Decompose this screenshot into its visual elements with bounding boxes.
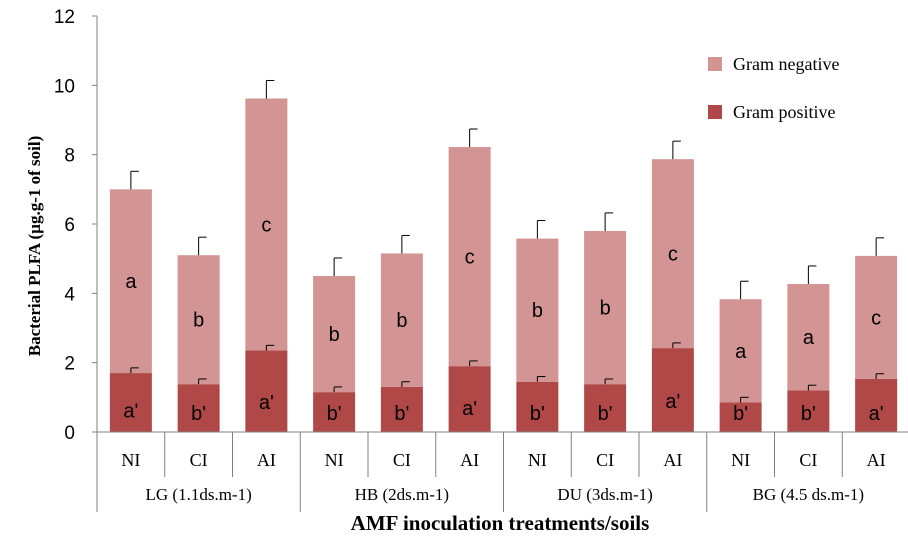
x-category-label: AI — [867, 450, 886, 470]
legend-label: Gram negative — [733, 54, 839, 74]
bar-gram-negative — [109, 189, 152, 374]
bar-gram-positive — [651, 348, 694, 432]
label-gram-negative: b — [396, 310, 407, 332]
bar-gram-positive — [787, 390, 830, 432]
x-category-label: CI — [393, 450, 411, 470]
legend-label: Gram positive — [733, 102, 835, 122]
label-gram-positive: a' — [123, 401, 138, 423]
y-axis-label: Bacterial PLFA (µg.g-1 of soil) — [25, 136, 44, 357]
bar-gram-negative — [380, 253, 423, 387]
bar-gram-positive — [855, 378, 898, 432]
bar-gram-positive — [109, 373, 152, 432]
x-axis-categories: NI CI AI NI CI AI NI CI AI NI CI AI LG (1.1ds.m-1) HB… — [96, 431, 908, 512]
bar-gram-negative — [651, 159, 694, 349]
label-gram-positive: a' — [259, 392, 274, 414]
y-tick-label: 6 — [64, 215, 75, 236]
x-category-label: NI — [121, 450, 140, 470]
x-category-label: AI — [460, 450, 479, 470]
bar-gram-negative — [245, 98, 288, 351]
label-gram-negative: c — [871, 307, 881, 329]
bar-gram-positive — [245, 350, 288, 432]
legend: Gram negative Gram positive — [708, 54, 839, 122]
label-gram-positive: b' — [801, 403, 816, 425]
y-tick-label: 12 — [54, 7, 75, 28]
label-gram-negative: b — [329, 324, 340, 346]
bar-gram-negative — [177, 255, 220, 385]
legend-swatch — [708, 57, 722, 71]
bar-gram-negative — [719, 299, 762, 403]
x-category-label: AI — [663, 450, 682, 470]
label-gram-negative: c — [261, 215, 271, 237]
y-tick-label: 2 — [64, 354, 75, 375]
label-gram-negative: c — [465, 247, 475, 269]
label-gram-positive: b' — [191, 403, 206, 425]
bar-gram-positive — [584, 384, 627, 432]
label-gram-positive: a' — [869, 403, 884, 425]
x-group-label: LG (1.1ds.m-1) — [146, 485, 252, 504]
label-gram-positive: b' — [530, 403, 545, 425]
bar-gram-negative — [584, 230, 627, 385]
bar-gram-positive — [177, 384, 220, 432]
label-gram-negative: c — [668, 244, 678, 266]
bar-gram-negative — [516, 238, 559, 382]
x-category-label: CI — [190, 450, 208, 470]
bar-gram-positive — [719, 402, 762, 432]
label-gram-negative: b — [600, 298, 611, 320]
y-tick-label: 4 — [64, 284, 75, 305]
label-gram-positive: b' — [394, 403, 409, 425]
bar-gram-negative — [855, 255, 898, 379]
x-axis-label: AMF inoculation treatments/soils — [351, 511, 650, 535]
x-category-label: NI — [325, 450, 344, 470]
bar-gram-positive — [380, 386, 423, 432]
label-gram-negative: a — [803, 327, 815, 349]
label-gram-negative: b — [193, 310, 204, 332]
bar-gram-negative — [313, 276, 356, 393]
label-gram-negative: a — [735, 341, 747, 363]
bars: a' a b' b a' c b' b b' b a' c b' b b' b a' c b' a b' a a' c — [109, 79, 898, 432]
bar-gram-positive — [516, 381, 559, 432]
y-tick-label: 10 — [54, 76, 75, 97]
x-category-label: CI — [596, 450, 614, 470]
label-gram-positive: a' — [462, 398, 477, 420]
y-tick-label: 8 — [64, 146, 75, 167]
y-axis: 0 2 4 6 8 10 12 — [54, 7, 98, 444]
x-group-label: BG (4.5 ds.m-1) — [753, 485, 864, 504]
bar-gram-positive — [313, 392, 356, 432]
bar-gram-positive — [448, 366, 491, 432]
label-gram-positive: b' — [598, 403, 613, 425]
y-tick-label: 0 — [64, 423, 75, 444]
x-category-label: NI — [731, 450, 750, 470]
label-gram-negative: b — [532, 300, 543, 322]
x-category-label: CI — [799, 450, 817, 470]
label-gram-positive: a' — [665, 391, 680, 413]
bar-gram-negative — [448, 147, 491, 367]
label-gram-negative: a — [125, 271, 137, 293]
legend-swatch — [708, 105, 722, 119]
x-group-label: HB (2ds.m-1) — [355, 485, 449, 504]
x-group-label: DU (3ds.m-1) — [557, 485, 652, 504]
x-category-label: NI — [528, 450, 547, 470]
label-gram-positive: b' — [733, 403, 748, 425]
label-gram-positive: b' — [327, 403, 342, 425]
x-category-label: AI — [257, 450, 276, 470]
bar-gram-negative — [787, 283, 830, 391]
